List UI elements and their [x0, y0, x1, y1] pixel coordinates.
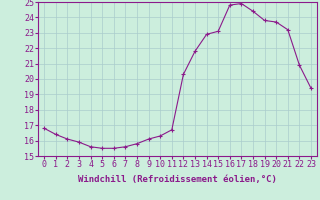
X-axis label: Windchill (Refroidissement éolien,°C): Windchill (Refroidissement éolien,°C) [78, 175, 277, 184]
